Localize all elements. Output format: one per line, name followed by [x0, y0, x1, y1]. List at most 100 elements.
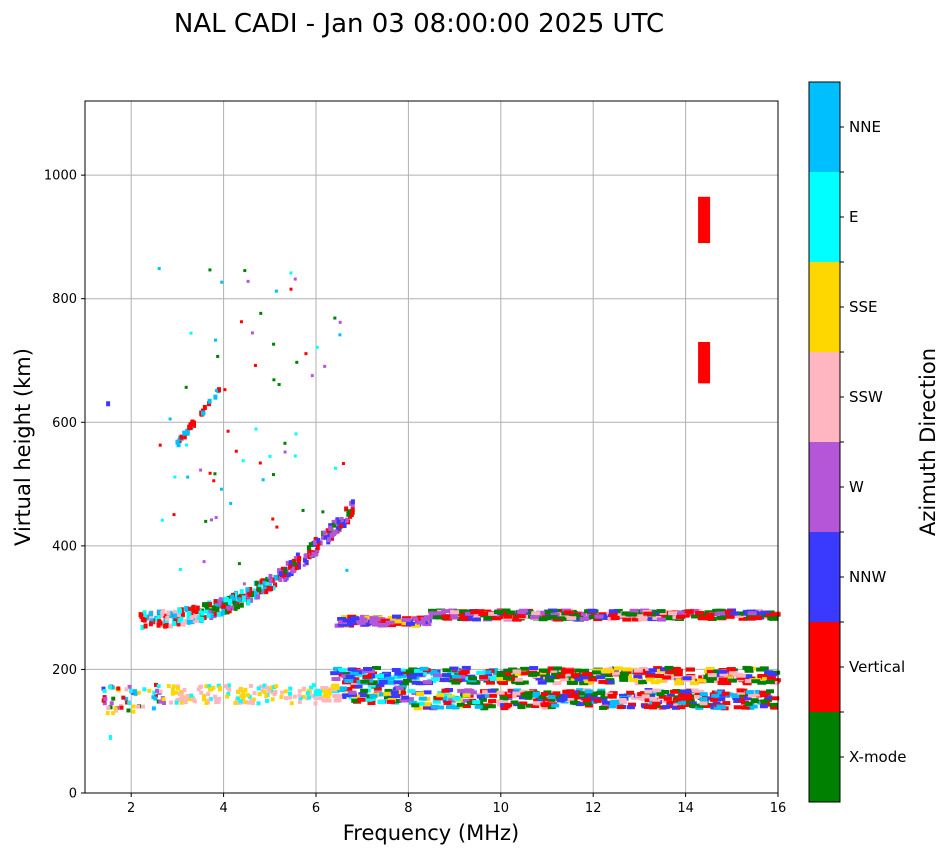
- echo-point: [517, 704, 526, 709]
- echo-point: [471, 617, 481, 622]
- echo-point: [530, 615, 540, 620]
- echo-point: [526, 703, 535, 708]
- echo-point: [227, 687, 232, 692]
- echo-point: [474, 704, 483, 709]
- echo-point: [111, 696, 116, 701]
- echo-point: [654, 674, 664, 679]
- echo-point: [188, 422, 193, 428]
- echo-point: [447, 694, 456, 699]
- echo-point: [385, 680, 395, 685]
- echo-point: [538, 695, 547, 700]
- echo-point: [628, 614, 638, 619]
- echo-point: [503, 669, 513, 674]
- echo-point: [634, 670, 644, 675]
- echo-point: [608, 704, 617, 709]
- echo-point: [323, 534, 328, 540]
- echo-point: [178, 697, 183, 702]
- echo-point: [271, 473, 275, 477]
- echo-point: [638, 696, 647, 701]
- echo-point: [704, 610, 714, 615]
- echo-point: [214, 700, 219, 705]
- echo-point: [378, 692, 387, 697]
- echo-point: [420, 617, 430, 622]
- echo-point: [377, 699, 386, 704]
- echo-point: [168, 417, 172, 421]
- echo-point: [360, 679, 370, 684]
- echo-point: [714, 690, 723, 695]
- echo-point: [304, 352, 308, 356]
- echo-point: [187, 610, 192, 616]
- echo-point: [432, 673, 442, 678]
- echo-point: [599, 668, 609, 673]
- echo-point: [213, 394, 218, 400]
- echo-point: [394, 671, 404, 676]
- echo-point: [573, 695, 582, 700]
- echo-point: [685, 612, 695, 617]
- echo-point: [457, 688, 466, 693]
- echo-point: [187, 424, 192, 430]
- echo-point: [685, 696, 694, 701]
- echo-point: [295, 360, 299, 364]
- echo-point: [264, 694, 269, 699]
- echo-point: [344, 678, 354, 683]
- echo-point: [362, 674, 372, 679]
- echo-point: [449, 666, 459, 671]
- echo-point: [356, 620, 366, 625]
- echo-point: [283, 689, 288, 694]
- echo-point: [195, 605, 200, 611]
- echo-point: [576, 612, 586, 617]
- echo-point: [114, 708, 119, 713]
- echo-point: [743, 674, 753, 679]
- echo-point: [336, 519, 341, 525]
- echo-point: [311, 551, 316, 557]
- echo-point: [383, 691, 392, 696]
- echo-point: [189, 331, 193, 335]
- echo-point: [358, 617, 368, 622]
- echo-point: [441, 688, 450, 693]
- echo-point: [706, 669, 716, 674]
- echo-point: [380, 618, 390, 623]
- echo-point: [251, 701, 256, 706]
- echo-point: [334, 466, 338, 470]
- echo-point: [173, 616, 178, 622]
- echo-point: [273, 582, 278, 588]
- echo-point: [653, 688, 662, 693]
- echo-point: [727, 678, 737, 683]
- echo-point: [387, 697, 396, 702]
- echo-point: [213, 694, 218, 699]
- echo-point: [127, 700, 132, 705]
- echo-point: [272, 342, 276, 346]
- echo-point: [428, 611, 438, 616]
- echo-point: [256, 701, 261, 706]
- echo-point: [246, 599, 251, 605]
- echo-point: [288, 695, 293, 700]
- echo-point: [164, 623, 169, 629]
- echo-point: [131, 704, 136, 709]
- echo-point: [512, 691, 521, 696]
- echo-point: [661, 690, 670, 695]
- echo-point: [212, 611, 217, 617]
- echo-point: [271, 517, 275, 521]
- echo-point: [239, 320, 243, 324]
- echo-point: [262, 690, 267, 695]
- echo-point: [664, 616, 674, 621]
- colorbar-segment: [809, 622, 840, 712]
- echo-point: [765, 613, 775, 618]
- echo-point: [729, 611, 739, 616]
- echo-point: [504, 694, 513, 699]
- echo-point: [625, 612, 635, 617]
- echo-point: [436, 693, 445, 698]
- echo-point: [221, 607, 226, 613]
- y-tick-label: 800: [52, 292, 77, 307]
- echo-point: [559, 677, 569, 682]
- x-tick-label: 10: [493, 801, 510, 816]
- colorbar-tick-label: W: [849, 478, 864, 496]
- plot-frame: [84, 100, 779, 794]
- echo-point: [178, 567, 182, 571]
- echo-point: [672, 697, 681, 702]
- echo-point: [771, 612, 781, 617]
- echo-point: [206, 613, 211, 619]
- echo-point: [662, 699, 671, 704]
- echo-point: [500, 703, 509, 708]
- echo-point: [140, 616, 145, 622]
